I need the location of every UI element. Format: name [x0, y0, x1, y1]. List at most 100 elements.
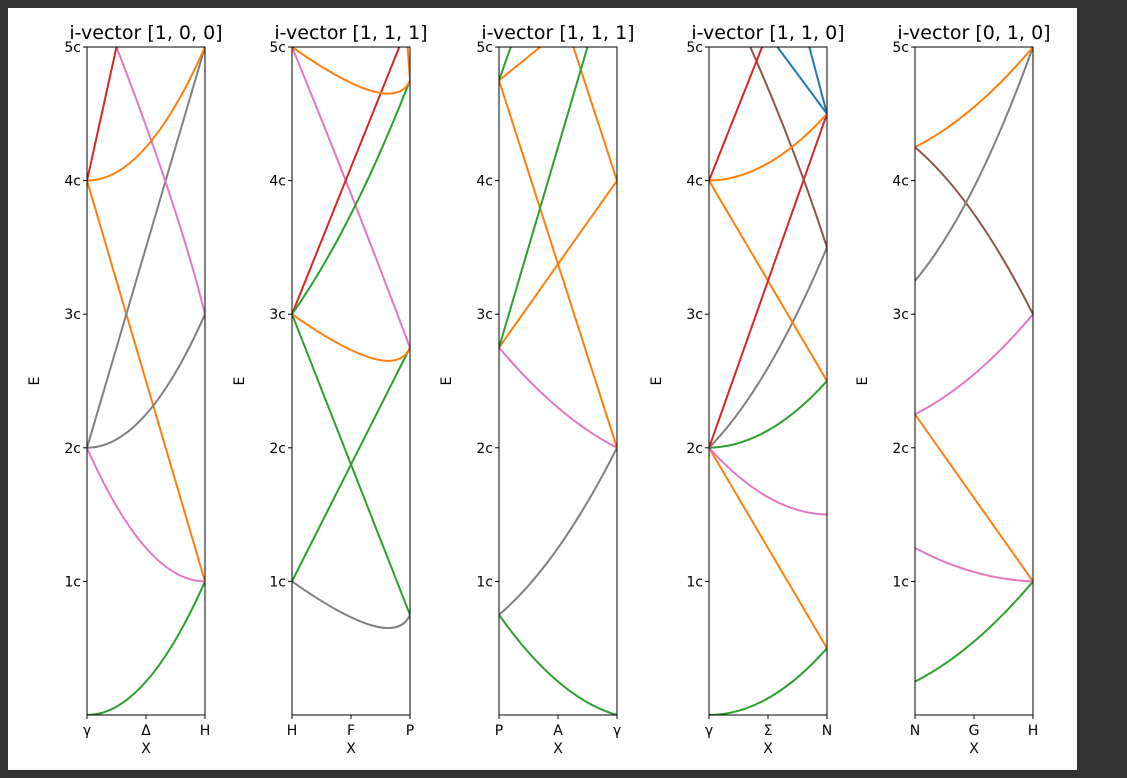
series-line-3 [87, 179, 205, 583]
series-line-6 [915, 47, 1033, 282]
series-group [915, 47, 1033, 683]
series-line-7 [915, 47, 1033, 149]
x-tick-label: γ [705, 723, 713, 739]
series-line-2 [709, 446, 827, 650]
series-line-1 [292, 580, 410, 629]
series-line-7 [499, 47, 589, 349]
series-line-5 [499, 179, 617, 349]
series-line-4 [915, 313, 1033, 416]
series-line-3 [915, 413, 1033, 583]
x-tick-label: A [553, 723, 563, 739]
series-line-4 [709, 380, 827, 449]
series-line-5 [292, 47, 410, 349]
series-group [292, 47, 410, 629]
series-line-1 [709, 647, 827, 715]
x-tick-label: Σ [764, 723, 773, 739]
x-axis-label: X [346, 741, 356, 757]
series-line-7 [709, 112, 827, 449]
panel-title: i-vector [0, 1, 0] [897, 22, 1050, 44]
y-tick-label: 1c [64, 574, 81, 590]
series-line-3 [709, 446, 827, 516]
x-tick-label: H [1028, 723, 1039, 739]
series-group [87, 47, 205, 715]
y-tick-label: 1c [476, 574, 493, 590]
series-line-5 [87, 47, 205, 449]
y-tick-label: 5c [686, 40, 703, 56]
panel-1: 1c 2c 3c 4c 5c γ Δ H X Ei-vector [1, 0, 0] [27, 22, 223, 757]
y-tick-label: 5c [269, 40, 286, 56]
series-line-12 [808, 47, 827, 115]
x-tick-label: H [287, 723, 298, 739]
y-tick-label: 3c [476, 307, 493, 323]
y-tick-label: 4c [476, 174, 493, 190]
x-tick-label: γ [613, 723, 621, 739]
y-tick-label: 5c [476, 40, 493, 56]
series-line-4 [292, 313, 410, 362]
x-tick-label: N [910, 723, 920, 739]
series-line-6 [115, 47, 205, 316]
y-tick-label: 4c [686, 174, 703, 190]
y-tick-label: 2c [686, 441, 703, 457]
panel-5: 1c 2c 3c 4c 5c N G H X Ei-vector [0, 1, 0] [855, 22, 1051, 757]
panel-title: i-vector [1, 1, 1] [481, 22, 634, 44]
y-tick-label: 3c [892, 307, 909, 323]
y-axis-label: E [439, 377, 455, 386]
series-line-1 [915, 580, 1033, 683]
panel-2: 1c 2c 3c 4c 5c H F P X Ei-vector [1, 1, 1] [232, 22, 428, 757]
series-line-11 [776, 47, 827, 115]
y-tick-label: 4c [64, 174, 81, 190]
y-axis-label: E [27, 377, 43, 386]
series-line-7 [87, 47, 118, 182]
y-tick-label: 5c [892, 40, 909, 56]
series-line-2 [87, 446, 205, 583]
y-tick-label: 3c [269, 307, 286, 323]
y-tick-label: 2c [892, 441, 909, 457]
y-tick-label: 1c [686, 574, 703, 590]
x-axis-label: X [553, 741, 563, 757]
series-line-3 [292, 313, 410, 616]
y-tick-label: 1c [892, 574, 909, 590]
series-line-10 [709, 47, 764, 182]
series-line-9 [499, 47, 512, 82]
x-tick-label: γ [83, 723, 91, 739]
series-line-5 [915, 146, 1033, 316]
band-structure-chart: 1c 2c 3c 4c 5c γ Δ H X Ei-vector [1, 0, 0] 1c 2c 3c 4… [27, 22, 1051, 757]
y-tick-label: 2c [64, 441, 81, 457]
plot-frame [708, 46, 828, 716]
y-tick-label: 3c [686, 307, 703, 323]
x-tick-label: P [495, 723, 503, 739]
x-tick-label: P [406, 723, 414, 739]
panel-title: i-vector [1, 1, 1] [274, 22, 427, 44]
y-axis-label: E [232, 377, 248, 386]
x-tick-label: F [347, 723, 355, 739]
y-axis-label: E [855, 377, 871, 386]
series-line-3 [499, 346, 617, 449]
series-line-6 [292, 47, 401, 316]
x-tick-label: Δ [141, 723, 151, 739]
series-line-2 [499, 446, 617, 616]
y-tick-label: 4c [892, 174, 909, 190]
x-tick-label: H [200, 723, 211, 739]
series-line-9 [709, 112, 827, 182]
series-line-8 [292, 47, 410, 95]
series-group [499, 47, 617, 715]
y-tick-label: 3c [64, 307, 81, 323]
series-line-1 [499, 613, 617, 715]
y-tick-label: 1c [269, 574, 286, 590]
plot-frame [914, 46, 1034, 716]
y-tick-label: 5c [64, 40, 81, 56]
panel-4: 1c 2c 3c 4c 5c γ Σ N X Ei-vector [1, 1, 0] [649, 22, 845, 757]
series-line-7 [292, 79, 410, 316]
x-tick-label: G [969, 723, 980, 739]
x-axis-label: X [141, 741, 151, 757]
panel-title: i-vector [1, 1, 0] [691, 22, 844, 44]
series-line-6 [572, 47, 617, 182]
series-line-8 [499, 47, 542, 82]
y-tick-label: 2c [476, 441, 493, 457]
series-line-5 [709, 246, 827, 449]
y-tick-label: 2c [269, 441, 286, 457]
series-line-4 [87, 313, 205, 449]
series-line-1 [87, 580, 205, 715]
